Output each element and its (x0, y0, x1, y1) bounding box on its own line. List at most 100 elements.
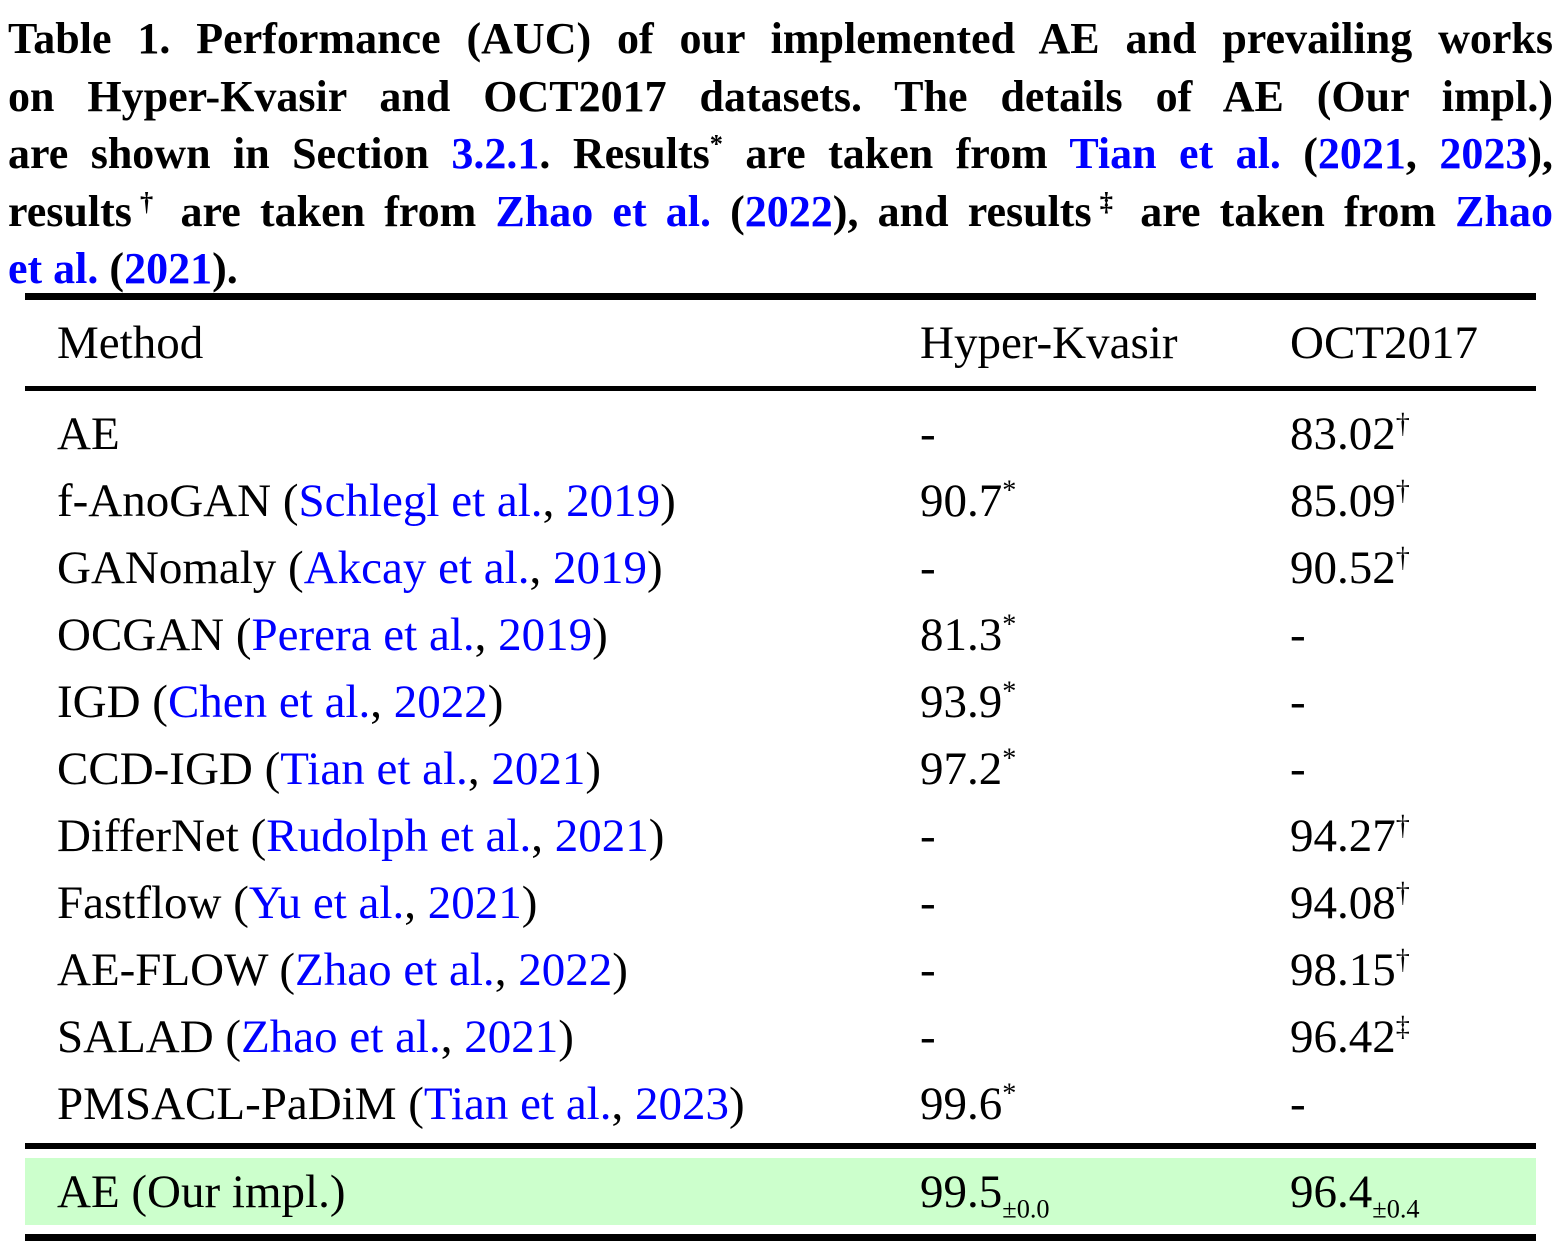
citation-link[interactable]: 2021 (491, 742, 586, 795)
value-main: - (1290, 608, 1306, 661)
value-main: 96.42 (1290, 1010, 1396, 1063)
col-header-oct2017: OCT2017 (1290, 317, 1478, 369)
footnote-mark: * (1002, 1077, 1017, 1109)
value-main: 99.5 (920, 1165, 1003, 1218)
caption-line: results† are taken from Zhao et al. (202… (8, 183, 1553, 241)
auc-value: - (1290, 675, 1536, 729)
citation-link[interactable]: 2022 (744, 186, 833, 236)
value-main: 81.3 (920, 608, 1003, 661)
auc-value: - (920, 1010, 1290, 1064)
citation-link[interactable]: Zhao (1455, 186, 1553, 236)
citation-link[interactable]: 2019 (552, 541, 647, 594)
method-cell: OCGAN (Perera et al., 2019) (25, 608, 920, 662)
auc-value: 90.52† (1290, 541, 1536, 595)
citation-link[interactable]: 2021 (464, 1010, 559, 1063)
text-run: SALAD ( (57, 1010, 242, 1063)
citation-link[interactable]: 2023 (1439, 129, 1528, 178)
text-run: Table 1. Performance (AUC) of our implem… (8, 14, 1553, 63)
table-rule-bottom (25, 1234, 1536, 1241)
text-run: are taken from (722, 129, 1070, 178)
value-main: 83.02 (1290, 407, 1396, 460)
citation-link[interactable]: Chen et al. (167, 675, 371, 728)
value-main: 94.27 (1290, 809, 1396, 862)
auc-value: 94.27† (1290, 809, 1536, 863)
std-dev: ±0.0 (1002, 1193, 1050, 1223)
table-row: CCD-IGD (Tian et al., 2021) 97.2* - (25, 735, 1536, 802)
citation-link[interactable]: 2022 (518, 943, 613, 996)
citation-link[interactable]: Tian et al. (1069, 129, 1281, 178)
citation-link[interactable]: Akcay et al. (303, 541, 530, 594)
citation-link[interactable]: Schlegl et al. (298, 474, 543, 527)
text-run: PMSACL-PaDiM ( (57, 1077, 424, 1130)
auc-value: - (920, 541, 1290, 595)
value-main: - (920, 943, 936, 996)
footnote-mark: † (1395, 809, 1410, 841)
citation-link[interactable]: Rudolph et al. (266, 809, 532, 862)
caption-line: et al. (2021). (8, 240, 1553, 298)
method-cell: DifferNet (Rudolph et al., 2021) (25, 809, 920, 863)
highlight-row: AE (Our impl.) 99.5±0.0 96.4±0.4 (25, 1158, 1536, 1225)
citation-link[interactable]: et al. (8, 244, 99, 293)
citation-link[interactable]: 2023 (635, 1077, 729, 1130)
citation-link[interactable]: 2022 (393, 675, 488, 728)
col-header-hyper-kvasir: Hyper-Kvasir (920, 317, 1178, 369)
table-row: AE-FLOW (Zhao et al., 2022) -98.15† (25, 936, 1536, 1003)
text-run: . Results (539, 129, 710, 178)
value-main: - (920, 541, 936, 594)
table-row: DifferNet (Rudolph et al., 2021) - 94.27† (25, 802, 1536, 869)
auc-value: 90.7* (920, 474, 1290, 528)
citation-link[interactable]: 3.2.1 (451, 129, 540, 178)
text-run: ) (660, 474, 676, 527)
value-main: 85.09 (1290, 474, 1396, 527)
citation-link[interactable]: Zhao et al. (495, 186, 711, 236)
footnote-mark: ‡ (1395, 1010, 1410, 1042)
value-main: 98.15 (1290, 943, 1396, 996)
citation-link[interactable]: 2019 (498, 608, 593, 661)
footnote-mark: † (1395, 876, 1410, 908)
value-main: 99.6 (920, 1077, 1003, 1130)
caption-line: Table 1. Performance (AUC) of our implem… (8, 10, 1553, 68)
footnote-mark: * (1002, 742, 1017, 774)
value-main: 94.08 (1290, 876, 1396, 929)
citation-link[interactable]: 2021 (554, 809, 649, 862)
auc-value: 83.02† (1290, 407, 1536, 461)
text-run: GANomaly ( (57, 541, 304, 594)
auc-value: - (920, 943, 1290, 997)
text-run: Fastflow ( (57, 876, 249, 929)
citation-link[interactable]: 2021 (427, 876, 522, 929)
value-main: - (920, 1010, 936, 1063)
citation-link[interactable]: Tian et al. (423, 1077, 612, 1130)
table-caption: Table 1. Performance (AUC) of our implem… (8, 10, 1553, 298)
text-run: , (1405, 129, 1440, 178)
citation-link[interactable]: 2019 (566, 474, 661, 527)
text-run: ) (729, 1077, 745, 1130)
auc-value: 98.15† (1290, 943, 1536, 997)
table-row: Fastflow (Yu et al., 2021) -94.08† (25, 869, 1536, 936)
auc-value: 96.4±0.4 (1290, 1165, 1536, 1222)
citation-link[interactable]: 2021 (1317, 129, 1406, 178)
footnote-mark: † (131, 185, 162, 216)
text-run: AE-FLOW ( (57, 943, 296, 996)
text-run: , (531, 809, 555, 862)
method-cell: GANomaly (Akcay et al., 2019) (25, 541, 920, 595)
text-run: are shown in Section (8, 129, 452, 178)
text-run: , (370, 675, 394, 728)
citation-link[interactable]: Zhao et al. (241, 1010, 441, 1063)
text-run: ) (648, 809, 665, 862)
footnote-mark: * (1002, 474, 1017, 506)
citation-link[interactable]: Perera et al. (251, 608, 475, 661)
text-run: results (8, 186, 132, 236)
value-main: - (920, 809, 936, 862)
citation-link[interactable]: Yu et al. (248, 876, 405, 929)
value-main: 90.52 (1290, 541, 1396, 594)
text-run: ) (521, 876, 538, 929)
value-main: - (1290, 742, 1306, 795)
text-run: f-AnoGAN ( (57, 474, 299, 527)
table-row: PMSACL-PaDiM (Tian et al., 2023) 99.6* - (25, 1070, 1536, 1137)
citation-link[interactable]: 2021 (124, 244, 213, 293)
method-cell: PMSACL-PaDiM (Tian et al., 2023) (25, 1077, 920, 1131)
citation-link[interactable]: Zhao et al. (295, 943, 495, 996)
citation-link[interactable]: Tian et al. (280, 742, 468, 795)
footnote-mark: * (1002, 608, 1017, 640)
results-table: Method Hyper-Kvasir OCT2017 AE -83.02† f-A… (25, 293, 1536, 1241)
